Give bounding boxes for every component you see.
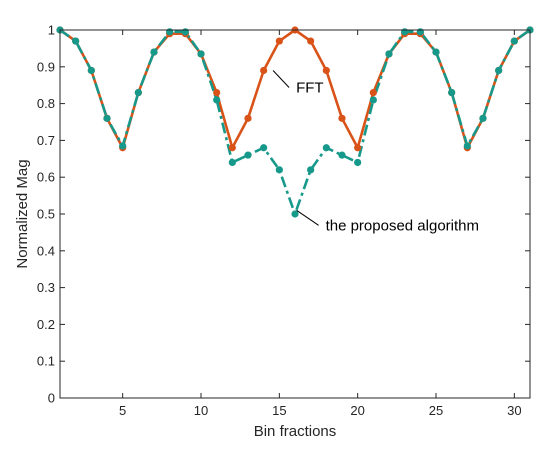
- data-point-fft: [338, 114, 346, 122]
- data-point-fft: [228, 144, 236, 152]
- x-axis-ticks: 5 10 15 20 25 30: [119, 30, 522, 418]
- data-point-the-proposed-algorithm: [150, 48, 158, 56]
- data-point-the-proposed-algorithm: [213, 96, 221, 104]
- annotation-the-proposed-algorithm: the proposed algorithm: [326, 217, 479, 234]
- data-point-the-proposed-algorithm: [510, 37, 518, 45]
- x-tick-label: 10: [194, 403, 208, 418]
- data-point-the-proposed-algorithm: [119, 142, 127, 150]
- y-tick-label: 0: [48, 391, 55, 406]
- data-point-the-proposed-algorithm: [197, 50, 205, 58]
- data-point-the-proposed-algorithm: [338, 151, 346, 159]
- x-tick-label: 15: [272, 403, 286, 418]
- x-tick-label: 5: [119, 403, 126, 418]
- data-point-the-proposed-algorithm: [291, 210, 299, 218]
- data-point-the-proposed-algorithm: [354, 158, 362, 167]
- data-point-fft: [322, 66, 330, 75]
- data-point-the-proposed-algorithm: [228, 158, 236, 167]
- annotation-leader-line: [296, 209, 319, 226]
- y-axis-ticks: 0 0.1 0.2 0.3 0.4 0.5 0.6 0.7 0.8 0.9 1: [37, 23, 530, 406]
- data-point-the-proposed-algorithm: [369, 96, 377, 104]
- data-point-the-proposed-algorithm: [322, 144, 330, 152]
- data-point-the-proposed-algorithm: [166, 28, 174, 36]
- annotation-fft: FFT: [296, 79, 324, 96]
- data-point-fft: [244, 114, 252, 122]
- series-points: [56, 26, 534, 218]
- data-point-fft: [369, 88, 377, 97]
- data-point-the-proposed-algorithm: [87, 66, 95, 75]
- data-point-the-proposed-algorithm: [448, 88, 456, 97]
- data-point-the-proposed-algorithm: [260, 144, 268, 152]
- y-tick-label: 0.2: [37, 317, 55, 332]
- y-tick-label: 0.8: [37, 96, 55, 111]
- x-tick-label: 30: [507, 403, 521, 418]
- data-point-the-proposed-algorithm: [401, 28, 409, 36]
- data-point-fft: [260, 66, 268, 75]
- data-point-the-proposed-algorithm: [495, 66, 503, 75]
- x-axis-label: Bin fractions: [254, 423, 337, 440]
- y-tick-label: 1: [48, 23, 55, 38]
- data-point-the-proposed-algorithm: [181, 28, 189, 36]
- y-tick-label: 0.7: [37, 133, 55, 148]
- y-tick-label: 0.6: [37, 170, 55, 185]
- data-point-the-proposed-algorithm: [432, 48, 440, 56]
- annotation-leader-line: [272, 70, 290, 88]
- data-point-the-proposed-algorithm: [479, 114, 487, 122]
- data-point-fft: [275, 37, 283, 45]
- data-point-the-proposed-algorithm: [307, 166, 315, 174]
- data-point-the-proposed-algorithm: [103, 114, 111, 122]
- y-tick-label: 0.5: [37, 207, 55, 222]
- data-point-the-proposed-algorithm: [244, 151, 252, 159]
- y-tick-label: 0.4: [37, 243, 55, 258]
- y-axis-label: Normalized Mag: [14, 159, 31, 268]
- data-point-fft: [354, 144, 362, 152]
- x-tick-label: 25: [429, 403, 443, 418]
- data-point-fft: [213, 88, 221, 97]
- data-point-the-proposed-algorithm: [275, 166, 283, 174]
- y-tick-label: 0.3: [37, 280, 55, 295]
- x-tick-label: 20: [350, 403, 364, 418]
- data-point-the-proposed-algorithm: [416, 28, 424, 36]
- data-point-fft: [307, 37, 315, 45]
- data-point-the-proposed-algorithm: [72, 37, 80, 45]
- data-point-the-proposed-algorithm: [463, 142, 471, 150]
- data-point-the-proposed-algorithm: [385, 50, 393, 58]
- data-point-the-proposed-algorithm: [134, 88, 142, 97]
- y-tick-label: 0.9: [37, 59, 55, 74]
- annotations: FFT the proposed algorithm: [272, 70, 479, 234]
- y-tick-label: 0.1: [37, 354, 55, 369]
